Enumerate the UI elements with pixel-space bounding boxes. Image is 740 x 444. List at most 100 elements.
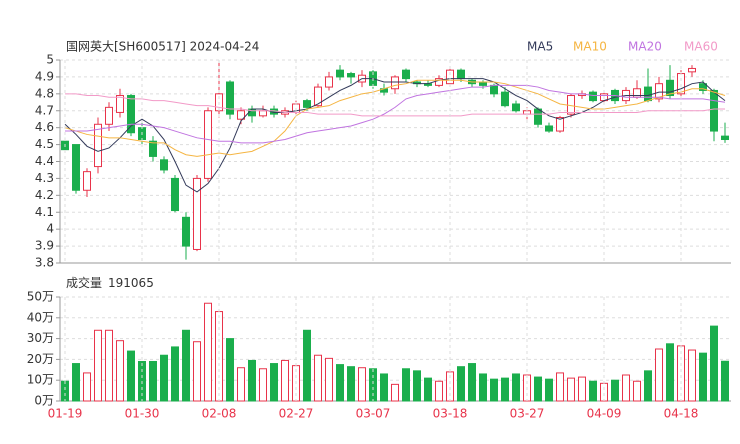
legend-label: MA60 xyxy=(684,40,718,54)
y-tick-label: 3.8 xyxy=(35,256,54,270)
y-tick-label: 4.9 xyxy=(35,69,54,83)
candle-body xyxy=(391,76,399,90)
candle-body xyxy=(303,100,311,108)
candle-body xyxy=(193,177,201,250)
candle-body xyxy=(72,144,80,191)
candle-body xyxy=(490,84,498,95)
candle-body xyxy=(171,177,179,212)
candle-body xyxy=(149,140,157,157)
candle-body xyxy=(699,83,707,91)
volume-bar xyxy=(424,377,432,402)
volume-bar xyxy=(149,360,157,402)
candle-body xyxy=(226,81,234,115)
volume-bar xyxy=(61,380,69,402)
candle-body xyxy=(589,91,597,102)
candle-body xyxy=(105,106,113,125)
volume-bar xyxy=(666,343,674,402)
volume-bar xyxy=(369,368,377,402)
volume-bar xyxy=(655,348,663,402)
candle-body xyxy=(204,110,212,179)
y-tick-label: 0万 xyxy=(34,394,54,408)
candle-body xyxy=(721,135,729,141)
candle-body xyxy=(666,79,674,97)
ma-line xyxy=(65,84,726,144)
x-tick-label: 04-18 xyxy=(664,407,699,421)
volume-bar xyxy=(281,359,289,402)
candle-body xyxy=(479,81,487,86)
candle-body xyxy=(336,69,344,78)
candle-body xyxy=(501,91,509,107)
y-tick-label: 4.1 xyxy=(35,205,54,219)
candle-body xyxy=(644,86,652,102)
candle-body xyxy=(435,78,443,86)
volume-bar xyxy=(94,329,102,402)
volume-bar xyxy=(380,373,388,402)
y-tick-label: 30万 xyxy=(27,331,54,345)
candle-body xyxy=(457,69,465,80)
volume-bar xyxy=(479,373,487,402)
volume-bar xyxy=(468,363,476,402)
volume-bar xyxy=(721,360,729,402)
y-tick-label: 4.6 xyxy=(35,120,54,134)
volume-bar xyxy=(171,346,179,402)
candle-body xyxy=(655,83,663,100)
volume-bar xyxy=(105,329,113,402)
volume-title: 成交量 191065 xyxy=(66,275,154,290)
volume-bar xyxy=(567,377,575,402)
volume-bar xyxy=(182,329,190,402)
volume-bar xyxy=(545,378,553,402)
volume-bar xyxy=(72,363,80,402)
volume-bar xyxy=(677,345,685,402)
volume-bar xyxy=(611,379,619,402)
legend-label: MA20 xyxy=(628,40,662,54)
volume-last: 191065 xyxy=(108,276,154,290)
ma-line xyxy=(64,78,726,193)
x-tick-label: 03-18 xyxy=(433,407,468,421)
volume-bar xyxy=(226,338,234,402)
volume-bar xyxy=(710,325,718,402)
volume-bar xyxy=(501,377,509,402)
volume-bar xyxy=(347,366,355,402)
volume-bar xyxy=(534,376,542,402)
y-tick-label: 50万 xyxy=(27,290,54,304)
volume-bar xyxy=(160,354,168,402)
volume-bar xyxy=(237,367,245,402)
volume-bar xyxy=(391,383,399,402)
volume-bar xyxy=(314,354,322,402)
x-tick-label: 01-19 xyxy=(48,407,83,421)
volume-bar xyxy=(457,366,465,402)
candle-body xyxy=(160,159,168,171)
y-tick-label: 20万 xyxy=(27,352,54,366)
volume-bar xyxy=(270,363,278,402)
y-tick-label: 4.2 xyxy=(35,188,54,202)
volume-bar xyxy=(127,350,135,402)
candle-body xyxy=(127,95,135,134)
volume-bar xyxy=(622,374,630,402)
volume-bar xyxy=(402,368,410,402)
candle-body xyxy=(259,110,267,117)
y-tick-label: 4.7 xyxy=(35,103,54,117)
volume-bar xyxy=(336,364,344,402)
x-tick-label: 03-07 xyxy=(356,407,391,421)
volume-bar xyxy=(204,302,212,402)
candle-body xyxy=(347,73,355,78)
x-tick-label: 02-08 xyxy=(202,407,237,421)
x-tick-label: 04-09 xyxy=(587,407,622,421)
y-tick-label: 5 xyxy=(46,53,54,67)
y-tick-label: 3.9 xyxy=(35,239,54,253)
ma-line xyxy=(65,93,725,117)
candle-body xyxy=(545,125,553,132)
y-tick-label: 40万 xyxy=(27,310,54,324)
candle-body xyxy=(534,108,542,125)
candle-body xyxy=(83,171,91,191)
candle-body xyxy=(237,110,245,120)
candle-body xyxy=(688,67,696,73)
y-tick-label: 4.4 xyxy=(35,154,54,168)
volume-bar xyxy=(688,349,696,402)
x-tick-label: 02-27 xyxy=(279,407,314,421)
candle-body xyxy=(116,95,124,113)
ma-line xyxy=(64,79,726,157)
candle-body xyxy=(94,123,102,168)
volume-bar xyxy=(589,380,597,402)
